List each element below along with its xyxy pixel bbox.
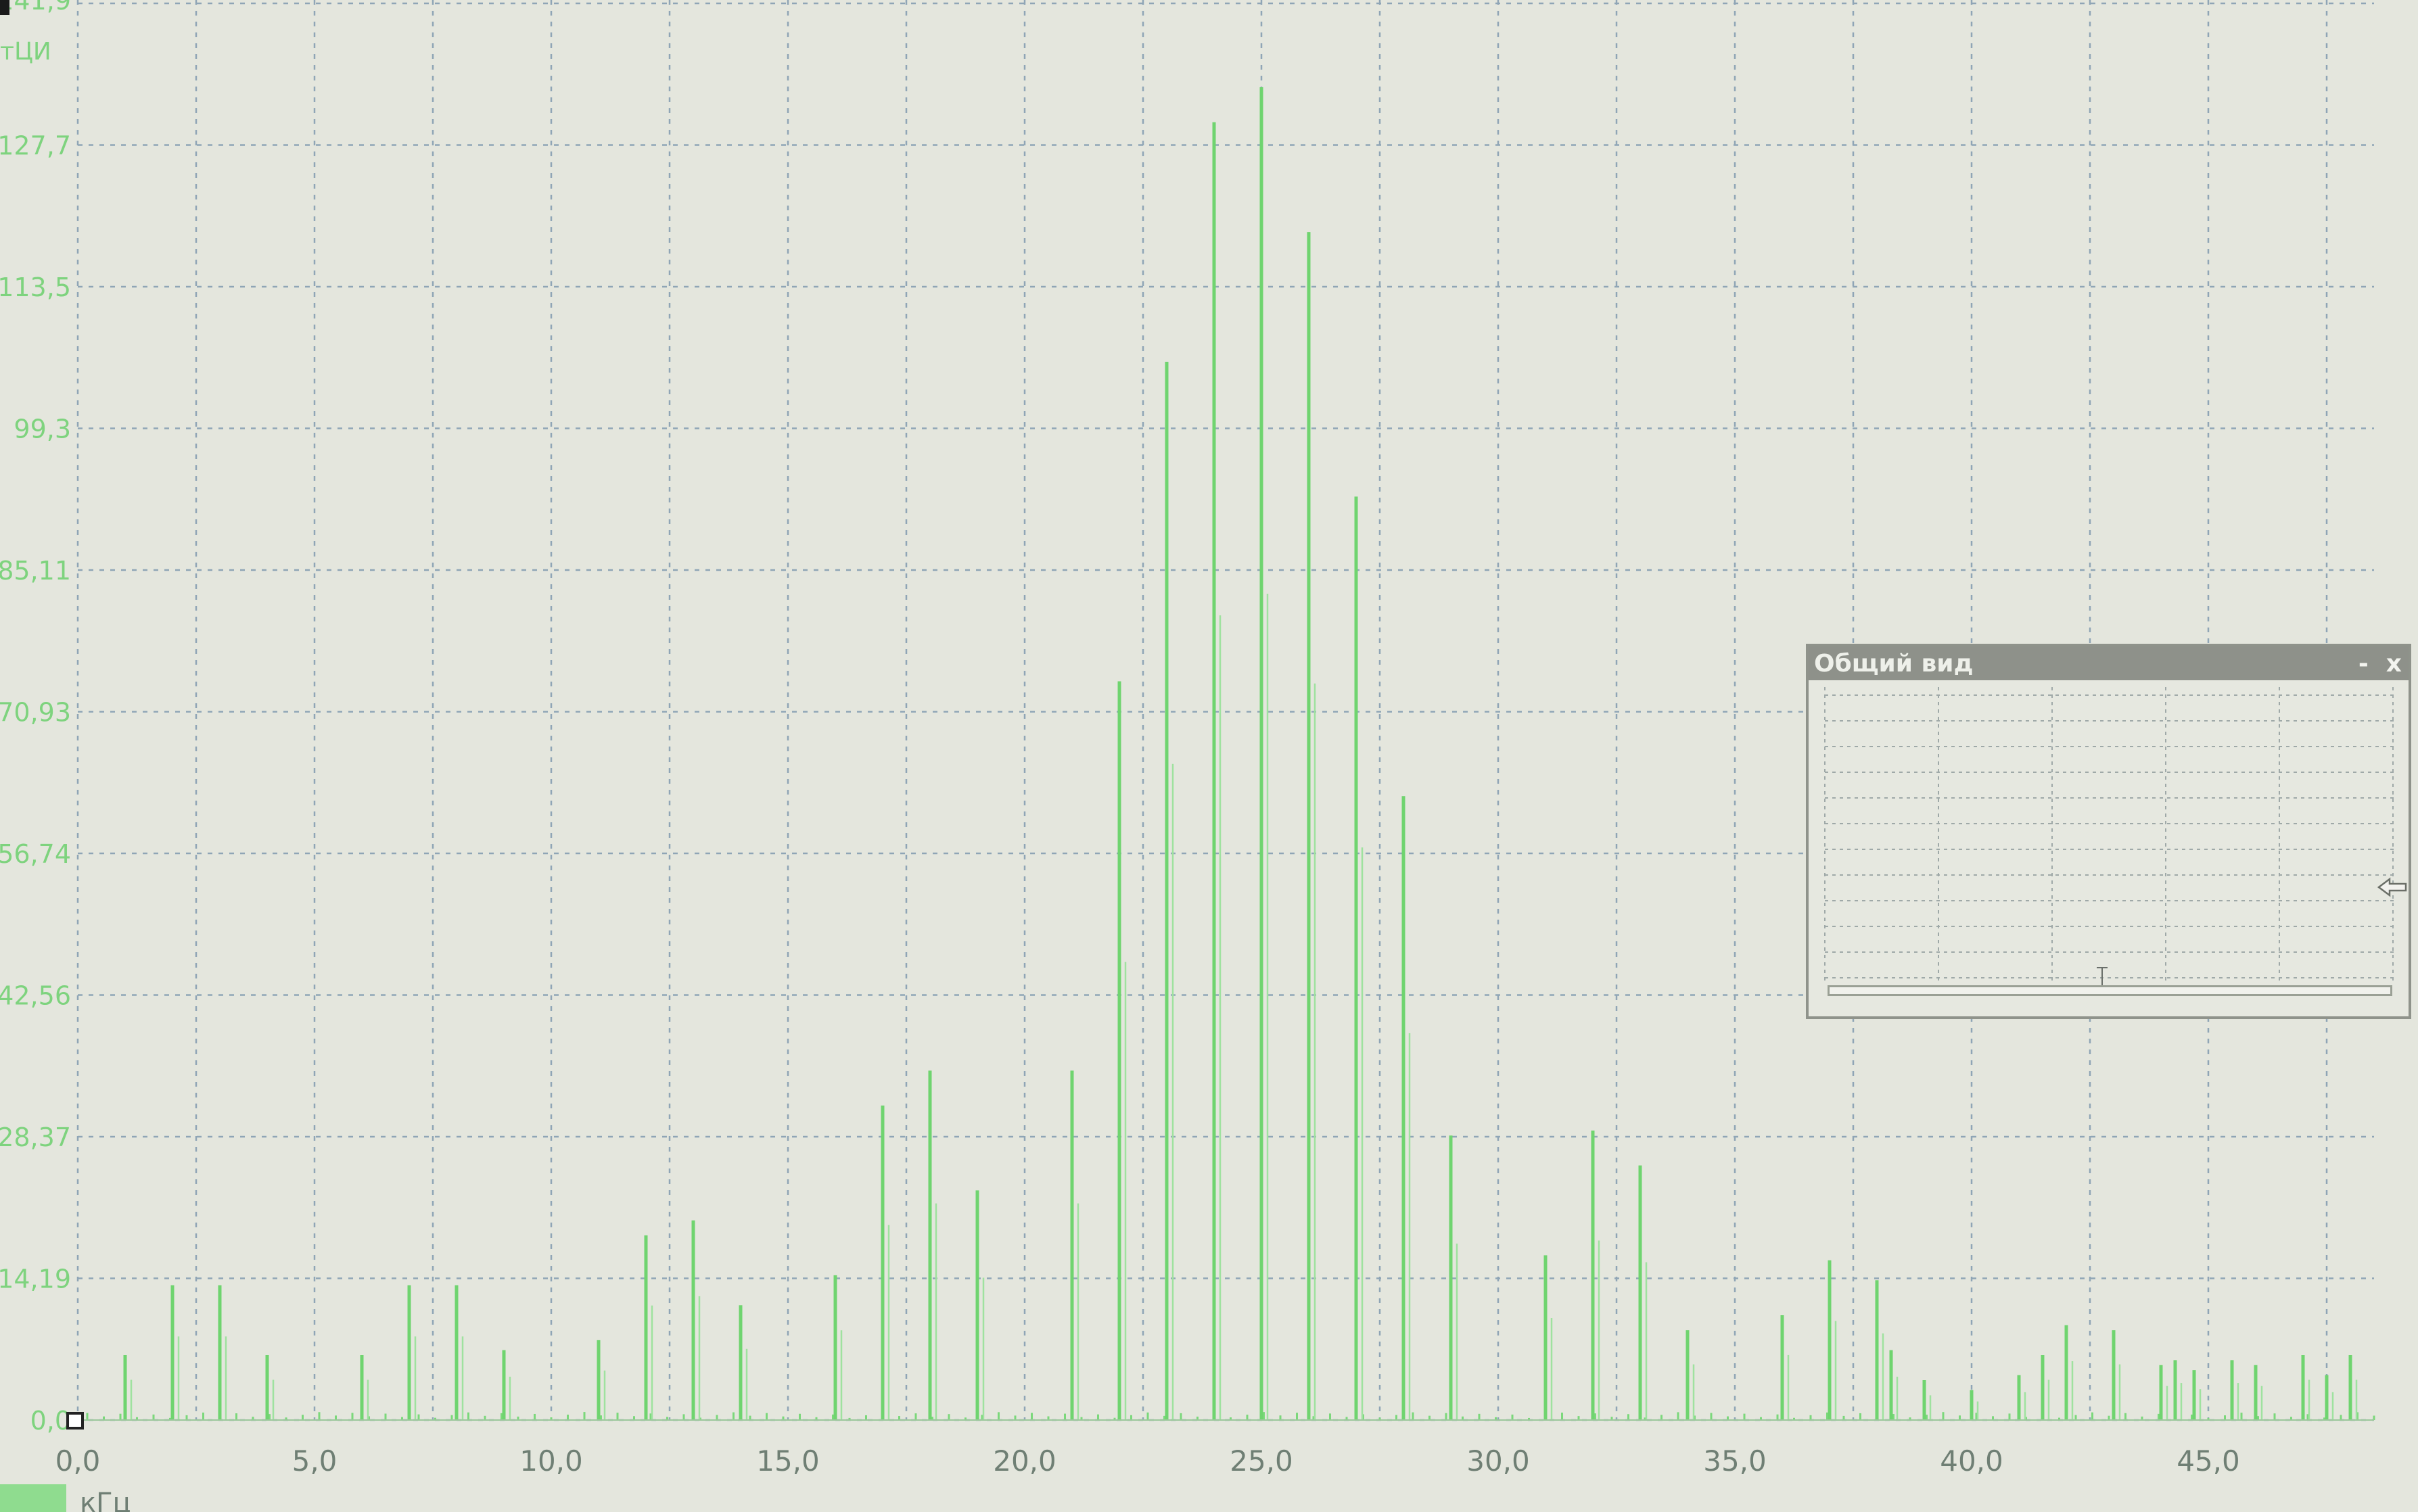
y-tick-label: 28,37 (0, 1123, 71, 1152)
close-button[interactable]: x (2386, 649, 2402, 678)
y-tick-label: 127,7 (0, 131, 71, 161)
y-tick-label-top: 141,9 (0, 0, 71, 16)
x-tick-label: 40,0 (1940, 1444, 2003, 1478)
x-tick-label: 10,0 (519, 1444, 583, 1478)
y-tick-label: 113,5 (0, 273, 71, 302)
y-tick-label: 99,3 (14, 415, 71, 444)
minimize-button[interactable]: - (2358, 649, 2369, 678)
overview-body (1809, 680, 2409, 1016)
overview-scrollbar[interactable] (1828, 985, 2392, 996)
arrow-left-icon[interactable] (2377, 876, 2407, 898)
y-tick-label: 56,74 (0, 839, 71, 869)
x-tick-label: 15,0 (756, 1444, 820, 1478)
x-tick-label: 35,0 (1703, 1444, 1767, 1478)
axis-color-swatch (0, 1484, 66, 1512)
x-tick-label: 0,0 (55, 1444, 101, 1478)
origin-marker (66, 1412, 84, 1430)
overview-title: Общий вид (1814, 649, 1974, 678)
overview-grid (1824, 687, 2394, 989)
x-tick-label: 45,0 (2177, 1444, 2240, 1478)
x-tick-label: 20,0 (993, 1444, 1056, 1478)
x-tick-label: 30,0 (1466, 1444, 1530, 1478)
x-axis-unit: кГц (80, 1488, 131, 1512)
y-tick-label: 0,0 (30, 1406, 71, 1436)
y-axis-unit: тЦИ (0, 38, 51, 66)
x-tick-label: 5,0 (292, 1444, 338, 1478)
overview-window[interactable]: Общий вид - x (1806, 644, 2411, 1019)
x-tick-label: 25,0 (1230, 1444, 1293, 1478)
y-tick-label: 42,56 (0, 981, 71, 1011)
y-tick-label: 70,93 (0, 698, 71, 728)
y-tick-label: 14,19 (0, 1265, 71, 1294)
corner-mark (0, 0, 9, 15)
overview-titlebar[interactable]: Общий вид - x (1809, 646, 2409, 680)
y-tick-label: 85,11 (0, 556, 71, 586)
